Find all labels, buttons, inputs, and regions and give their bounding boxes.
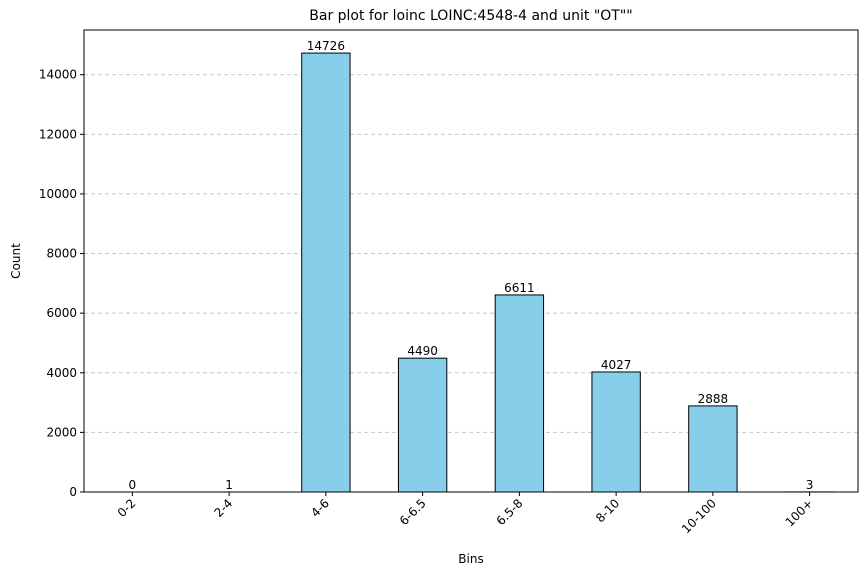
y-axis-label: Count: [9, 243, 23, 279]
y-tick-label: 8000: [46, 247, 77, 261]
x-tick-label: 8-10: [593, 496, 622, 525]
chart-title: Bar plot for loinc LOINC:4548-4 and unit…: [309, 8, 632, 24]
data-label: 0: [129, 478, 137, 492]
bar-8-10: [591, 371, 641, 493]
y-tick-label: 6000: [46, 306, 77, 320]
bar-4-6: [301, 52, 351, 493]
bar-10-100: [688, 405, 738, 493]
y-tick-label: 0: [69, 485, 77, 499]
data-label: 1: [225, 478, 233, 492]
x-tick-label: 6-6.5: [397, 496, 429, 528]
grid-lines: [84, 74, 858, 493]
x-tick-label: 100+: [783, 496, 816, 529]
bars: [204, 52, 835, 493]
bar-6.5-8: [494, 294, 545, 493]
data-label: 3: [806, 478, 814, 492]
data-label: 6611: [504, 281, 535, 295]
x-tick-label: 10-100: [679, 496, 719, 536]
y-tick-label: 10000: [39, 187, 77, 201]
y-axis-ticks: 0 2000 4000 6000 8000 10000 12000 14000: [39, 68, 84, 499]
x-axis-ticks: 0-2 2-4 4-6 6-6.5 6.5-8 8-10 10-100 100+: [115, 492, 816, 536]
y-tick-label: 14000: [39, 68, 77, 82]
y-tick-label: 4000: [46, 366, 77, 380]
x-axis-label: Bins: [458, 552, 483, 566]
data-label: 4490: [407, 344, 438, 358]
data-labels: 0 1 14726 4490 6611 4027 2888 3: [129, 39, 814, 492]
data-label: 2888: [698, 392, 729, 406]
y-tick-label: 12000: [39, 127, 77, 141]
data-label: 4027: [601, 358, 632, 372]
x-tick-label: 0-2: [115, 496, 139, 520]
plot-frame: [83, 29, 859, 493]
x-tick-label: 2-4: [211, 496, 235, 520]
x-tick-label: 6.5-8: [494, 496, 526, 528]
data-label: 14726: [307, 39, 345, 53]
bar-6-6.5: [397, 357, 448, 493]
x-tick-label: 4-6: [308, 496, 332, 520]
y-tick-label: 2000: [46, 425, 77, 439]
